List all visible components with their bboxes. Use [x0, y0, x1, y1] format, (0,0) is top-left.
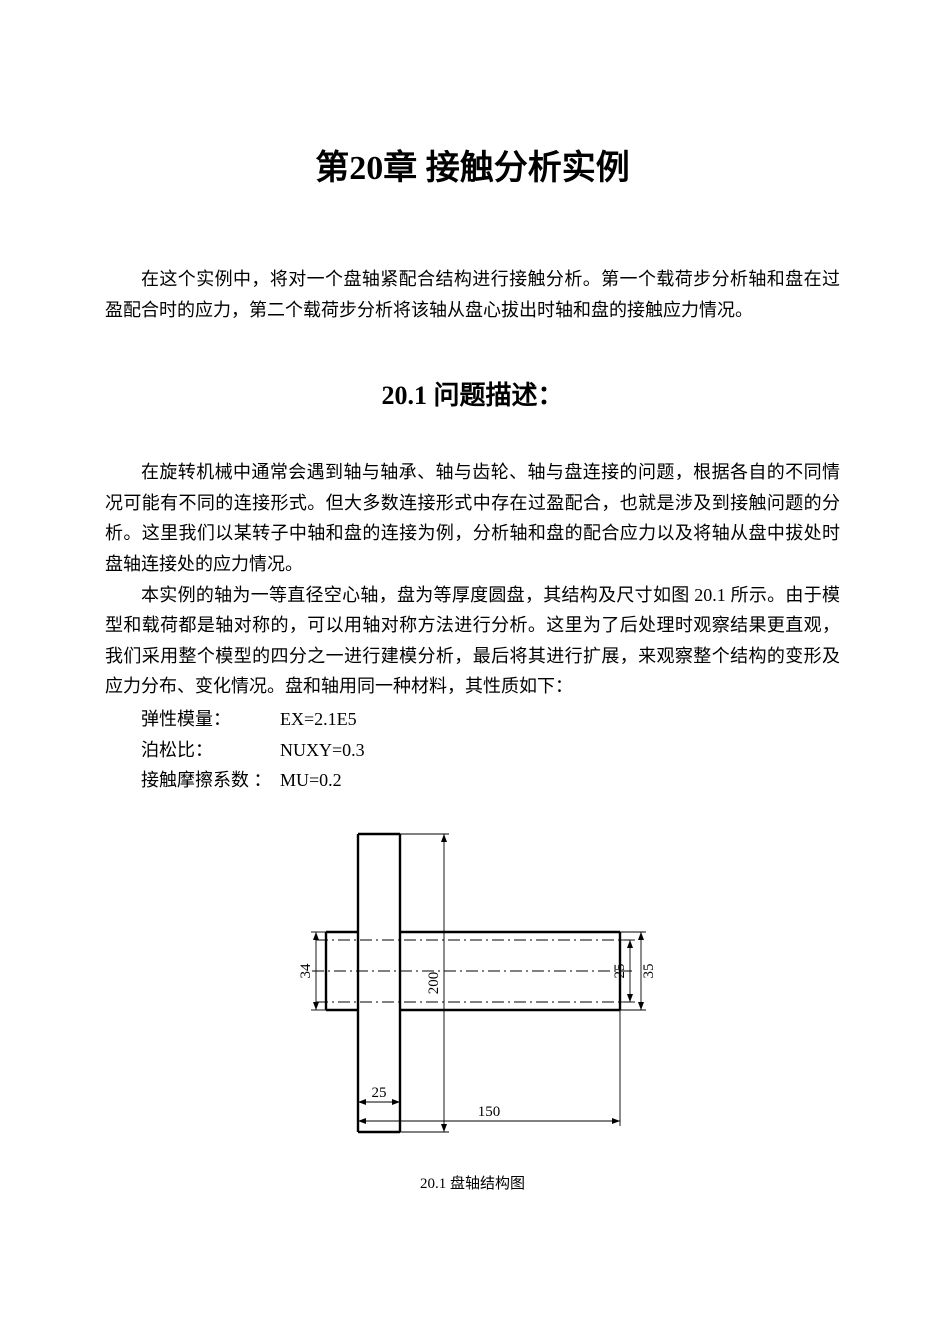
section-number: 20.1 — [381, 381, 427, 410]
figure-caption-num: 20.1 — [420, 1176, 446, 1192]
prop-row: 接触摩擦系数 ： MU=0.2 — [105, 765, 840, 796]
svg-text:150: 150 — [477, 1104, 500, 1120]
section-title: 20.1 问题描述： — [105, 375, 840, 412]
prop-row: 泊松比： NUXY=0.3 — [105, 735, 840, 766]
chapter-title: 第20章 接触分析实例 — [105, 140, 840, 189]
figure-20-1: 25 150 200 34 35 25 20.1 盘轴结构图 — [105, 814, 840, 1193]
para-2: 本实例的轴为一等直径空心轴，盘为等厚度圆盘，其结构及尺寸如图 20.1 所示。由… — [105, 580, 840, 702]
chapter-number: 20 — [349, 150, 383, 187]
para-1: 在旋转机械中通常会遇到轴与轴承、轴与齿轮、轴与盘连接的问题，根据各自的不同情况可… — [105, 457, 840, 579]
prop-row: 弹性模量： EX=2.1E5 — [105, 704, 840, 735]
prop-value: EX=2.1E5 — [280, 704, 357, 735]
prop-label: 接触摩擦系数 ： — [105, 765, 280, 796]
chapter-mid: 章 — [383, 150, 417, 187]
material-properties: 弹性模量： EX=2.1E5 泊松比： NUXY=0.3 接触摩擦系数 ： MU… — [105, 704, 840, 796]
prop-value: MU=0.2 — [280, 765, 342, 796]
prop-value: NUXY=0.3 — [280, 735, 365, 766]
svg-text:34: 34 — [298, 963, 314, 979]
figure-caption: 20.1 盘轴结构图 — [420, 1172, 525, 1193]
svg-text:200: 200 — [426, 971, 442, 994]
intro-paragraph: 在这个实例中，将对一个盘轴紧配合结构进行接触分析。第一个载荷步分析轴和盘在过盈配… — [105, 264, 840, 325]
svg-text:25: 25 — [612, 963, 628, 978]
chapter-title-text: 接触分析实例 — [426, 150, 630, 187]
figure-caption-text: 盘轴结构图 — [450, 1176, 525, 1192]
section-title-text: 问题描述： — [433, 381, 563, 410]
prop-label: 泊松比： — [105, 735, 280, 766]
svg-text:25: 25 — [371, 1085, 386, 1101]
chapter-prefix: 第 — [315, 150, 349, 187]
figure-svg: 25 150 200 34 35 25 — [258, 814, 688, 1144]
prop-label: 弹性模量： — [105, 704, 280, 735]
svg-text:35: 35 — [641, 963, 657, 978]
